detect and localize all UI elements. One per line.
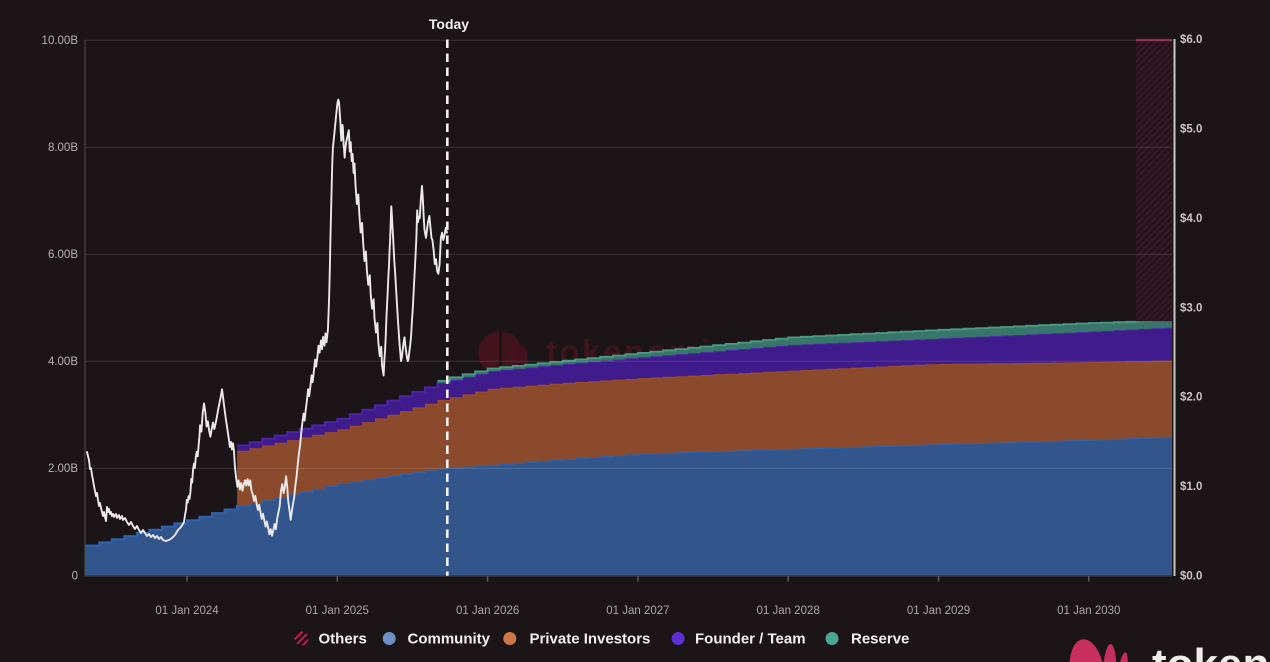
svg-text:01 Jan 2024: 01 Jan 2024 xyxy=(155,605,219,617)
svg-text:01 Jan 2030: 01 Jan 2030 xyxy=(1057,605,1120,617)
svg-text:01 Jan 2027: 01 Jan 2027 xyxy=(606,605,669,617)
svg-text:8.00B: 8.00B xyxy=(48,142,78,154)
svg-text:$0.0: $0.0 xyxy=(1180,571,1202,583)
svg-text:01 Jan 2028: 01 Jan 2028 xyxy=(757,605,820,617)
svg-text:Others: Others xyxy=(319,631,367,648)
svg-text:token: token xyxy=(1152,640,1269,662)
svg-text:Reserve: Reserve xyxy=(851,631,909,648)
svg-text:01 Jan 2029: 01 Jan 2029 xyxy=(907,605,970,617)
svg-text:4.00B: 4.00B xyxy=(48,356,78,368)
svg-text:$1.0: $1.0 xyxy=(1180,481,1202,493)
svg-text:0: 0 xyxy=(72,570,78,582)
svg-text:$6.0: $6.0 xyxy=(1180,34,1202,46)
svg-text:Founder / Team: Founder / Team xyxy=(695,631,806,648)
svg-text:Community: Community xyxy=(408,631,491,648)
svg-text:10.00B: 10.00B xyxy=(42,35,79,47)
svg-text:Today: Today xyxy=(429,16,469,32)
svg-text:$5.0: $5.0 xyxy=(1180,124,1202,136)
svg-text:6.00B: 6.00B xyxy=(48,249,78,261)
svg-text:Private Investors: Private Investors xyxy=(530,631,651,648)
svg-text:01 Jan 2025: 01 Jan 2025 xyxy=(306,605,369,617)
svg-text:01 Jan 2026: 01 Jan 2026 xyxy=(456,605,519,617)
svg-text:$3.0: $3.0 xyxy=(1180,302,1202,314)
svg-text:2.00B: 2.00B xyxy=(48,463,78,475)
svg-text:$2.0: $2.0 xyxy=(1180,392,1202,404)
svg-text:$4.0: $4.0 xyxy=(1180,213,1202,225)
